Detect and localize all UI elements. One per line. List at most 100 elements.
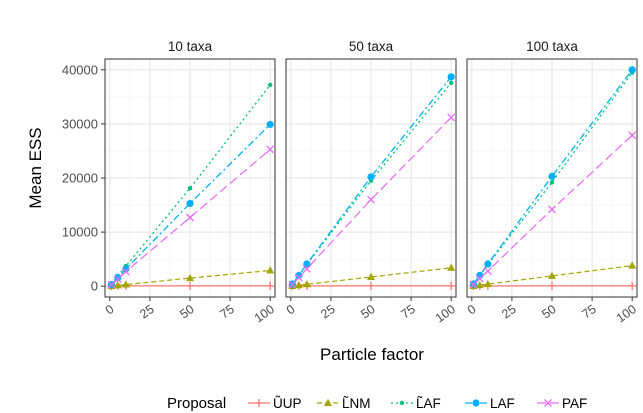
data-point: [107, 280, 116, 289]
panel-title: 10 taxa: [168, 39, 213, 54]
data-point: [628, 261, 637, 269]
data-point: [447, 73, 455, 81]
series-paf: [107, 145, 275, 289]
x-axis-title: Particle factor: [320, 345, 424, 364]
data-point: [628, 281, 637, 290]
data-point: [628, 66, 636, 74]
series-line: [291, 82, 452, 285]
legend-label: PAF: [562, 396, 587, 411]
x-tick-label: 0: [284, 302, 298, 317]
legend-entry-lnm: L̃NM: [317, 396, 371, 411]
y-tick-label: 0: [91, 279, 98, 294]
data-point: [295, 271, 303, 279]
legend-entry-laf: LAF: [465, 396, 515, 411]
gridlines: [286, 59, 456, 297]
data-point: [121, 280, 130, 288]
data-point: [267, 82, 273, 88]
x-tick-label: 50: [177, 302, 196, 321]
legend-label: L̃NM: [342, 396, 371, 411]
x-tick-label: 100: [252, 302, 277, 325]
y-tick-label: 30000: [62, 116, 98, 131]
data-point: [266, 281, 275, 290]
panel-title: 50 taxa: [349, 39, 394, 54]
data-point: [548, 281, 556, 290]
data-point: [549, 180, 555, 185]
data-point: [447, 113, 456, 122]
data-point: [114, 273, 122, 282]
data-point: [187, 186, 193, 191]
x-tick-label: 50: [358, 302, 377, 321]
legend-label: LAF: [490, 396, 515, 411]
data-point: [367, 272, 375, 280]
x-tick-label: 75: [217, 302, 236, 321]
panel-50-taxa: 50 taxa 0 25 50 75 100: [284, 33, 458, 325]
data-point: [266, 266, 275, 274]
series-paf: [288, 113, 456, 289]
data-point: [483, 279, 492, 288]
data-point: [475, 274, 484, 283]
x-tick-label: 50: [539, 302, 558, 321]
y-tick-label: 10000: [62, 225, 98, 240]
data-point: [483, 267, 492, 275]
series-line: [291, 76, 452, 285]
data-point: [367, 281, 375, 290]
panel-strip: [467, 33, 637, 59]
data-point: [266, 120, 274, 129]
x-tick-label: 25: [137, 302, 156, 321]
data-point: [469, 280, 478, 289]
x-tick-label: 100: [433, 302, 458, 325]
gridlines: [105, 59, 275, 297]
legend-label: ŨUP: [273, 396, 302, 411]
legend-key-marker: [255, 399, 263, 407]
panel-100-taxa: 100 taxa 0 25 50 75 100: [465, 33, 639, 325]
data-point: [294, 281, 303, 289]
data-point: [548, 271, 556, 279]
data-point: [484, 260, 492, 268]
y-axis-title: Mean ESS: [26, 127, 45, 208]
data-point: [548, 205, 556, 214]
legend-entry-paf: PAF: [537, 396, 587, 411]
x-tick-label: 100: [614, 302, 639, 325]
x-tick-label: 25: [318, 302, 337, 321]
panel-strip: [286, 33, 456, 59]
panel-strip: [105, 33, 275, 59]
data-point: [447, 281, 456, 290]
data-point: [186, 213, 194, 222]
data-point: [186, 281, 194, 290]
legend-entry-laf: L̃AF: [391, 396, 441, 411]
data-point: [113, 281, 122, 289]
legend-title: Proposal: [167, 395, 226, 412]
y-tick-label: 20000: [62, 171, 98, 186]
legend-key-marker: [324, 398, 332, 406]
data-point: [302, 264, 311, 273]
x-tick-label: 0: [465, 302, 479, 317]
y-tick-label: 40000: [62, 62, 98, 77]
x-tick-label: 75: [398, 302, 417, 321]
data-point: [266, 145, 275, 154]
data-point: [448, 80, 454, 86]
data-point: [186, 273, 194, 282]
data-point: [294, 273, 303, 282]
legend: Proposal ŨUP L̃NM L̃AF LAF PAF: [167, 395, 587, 412]
legend-key-marker: [544, 399, 552, 407]
data-point: [548, 172, 556, 180]
data-point: [186, 199, 194, 208]
x-tick-label: 75: [579, 302, 598, 321]
panel-title: 100 taxa: [526, 39, 578, 54]
panel-10-taxa: 10 taxa 0 25 50 75 100 0 10000 20000 30000 40000: [62, 33, 277, 325]
data-point: [367, 195, 375, 204]
data-point: [113, 275, 122, 284]
data-point: [447, 263, 456, 271]
data-point: [303, 260, 311, 268]
x-tick-label: 25: [499, 302, 518, 321]
legend-key-marker: [399, 400, 405, 406]
x-tick-label: 0: [103, 302, 117, 317]
data-point: [121, 267, 130, 276]
legend-key-marker: [472, 399, 480, 407]
data-point: [367, 173, 375, 181]
legend-entry-uup: ŨUP: [248, 396, 302, 411]
data-point: [475, 280, 484, 289]
data-point: [288, 280, 297, 289]
